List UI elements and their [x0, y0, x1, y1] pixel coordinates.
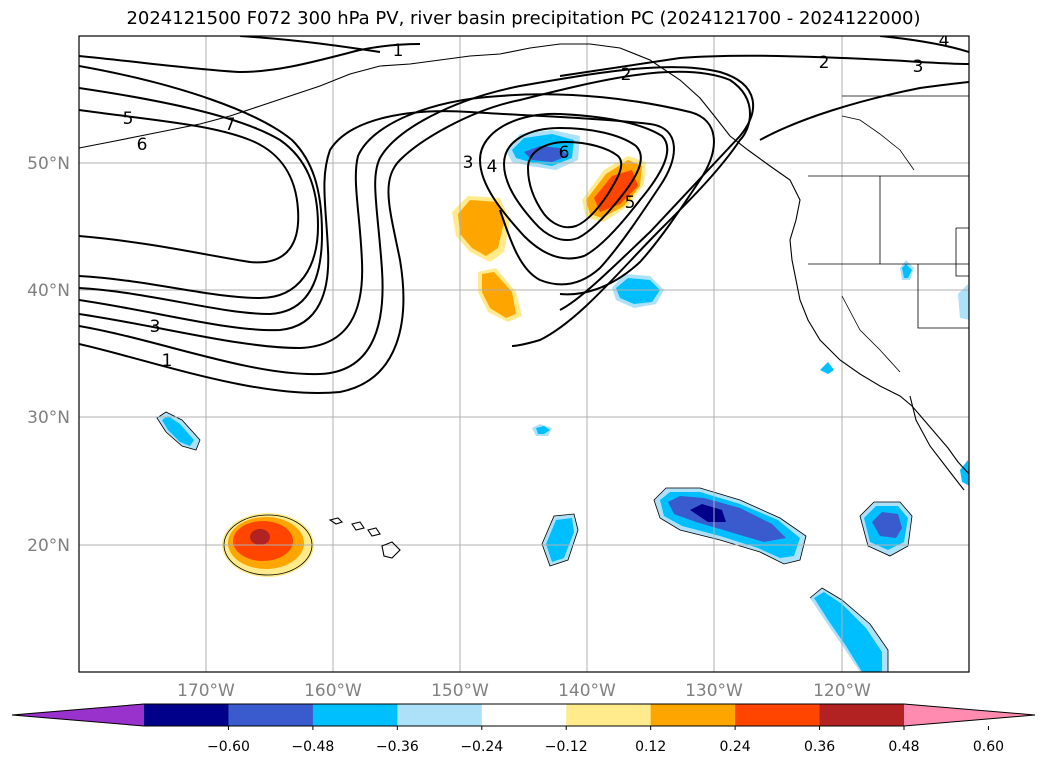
colorbar: −0.60 −0.48 −0.36 −0.24 −0.12 0.12 0.24 0.36 0.4… [11, 703, 1036, 755]
colorbar-bin [819, 704, 905, 726]
contour-label-7: 7 [225, 115, 236, 135]
contour-label-2: 2 [621, 65, 632, 85]
pv-contour-labels: 1 3 5 6 7 3 4 6 5 2 2 3 1 4 [123, 31, 950, 371]
lon-label-130w: 130°W [685, 681, 743, 701]
colorbar-bin [566, 704, 652, 726]
colorbar-tick-label: −0.48 [291, 739, 334, 755]
precip-negative-145w [506, 130, 580, 170]
map-area [79, 36, 969, 672]
map-frame [78, 35, 970, 673]
latitude-labels: 50°N 40°N 30°N 20°N [27, 154, 70, 556]
lon-label-150w: 150°W [431, 681, 489, 701]
colorbar-tick-label: 0.48 [888, 739, 919, 755]
colorbar-bin [735, 704, 821, 726]
colorbar-outline [11, 703, 1036, 727]
colorbar-over-arrow [904, 704, 1035, 726]
contour-label-2b: 2 [819, 53, 830, 73]
lon-label-140w: 140°W [558, 681, 616, 701]
colorbar-tick-label: −0.36 [376, 739, 419, 755]
lon-label-170w: 170°W [177, 681, 235, 701]
contour-label-4b: 4 [939, 31, 950, 51]
contour-label-4: 4 [487, 157, 498, 177]
colorbar-tick-label: 0.24 [720, 739, 751, 755]
lat-label-40n: 40°N [27, 281, 70, 301]
contour-label-6: 6 [137, 135, 148, 155]
contour-label-5: 5 [123, 109, 134, 129]
lat-label-50n: 50°N [27, 154, 70, 174]
colorbar-bin [312, 704, 398, 726]
colorbar-bin [481, 704, 567, 726]
lon-label-160w: 160°W [304, 681, 362, 701]
precip-negative-small [157, 260, 969, 566]
colorbar-tick-label: −0.60 [207, 739, 250, 755]
contour-label-3: 3 [150, 317, 161, 337]
colorbar-tick-label: 0.60 [973, 739, 1004, 755]
lat-label-20n: 20°N [27, 536, 70, 556]
colorbar-bin [228, 704, 314, 726]
precip-shading [157, 130, 969, 672]
contour-label-1: 1 [162, 351, 173, 371]
contour-label-6b: 6 [559, 143, 570, 163]
precip-negative-136w [612, 274, 664, 308]
colorbar-ticks: −0.60 −0.48 −0.36 −0.24 −0.12 0.12 0.24 0.36 0.4… [207, 726, 1004, 755]
precip-negative-117w [860, 502, 912, 556]
colorbar-bins [144, 704, 905, 726]
contour-label-3b: 3 [463, 153, 474, 173]
longitude-labels: 170°W 160°W 150°W 140°W 130°W 120°W [177, 681, 871, 701]
lat-label-30n: 30°N [27, 408, 70, 428]
colorbar-tick-label: −0.24 [460, 739, 503, 755]
colorbar-tick-label: 0.36 [804, 739, 835, 755]
colorbar-bin [144, 704, 229, 726]
contour-label-1b: 1 [393, 41, 404, 61]
colorbar-bin [650, 704, 736, 726]
colorbar-bin [397, 704, 483, 726]
colorbar-tick-label: 0.12 [635, 739, 666, 755]
lon-label-120w: 120°W [813, 681, 871, 701]
map-title: 2024121500 F072 300 hPa PV, river basin … [126, 8, 921, 29]
colorbar-under-arrow [12, 704, 144, 726]
gridlines [79, 36, 969, 672]
contour-label-3c: 3 [913, 57, 924, 77]
precip-positive-150w [452, 196, 522, 322]
precip-negative-124w [810, 588, 888, 672]
contour-label-5b: 5 [625, 193, 636, 213]
colorbar-tick-label: −0.12 [545, 739, 588, 755]
pv-contours [79, 36, 969, 394]
